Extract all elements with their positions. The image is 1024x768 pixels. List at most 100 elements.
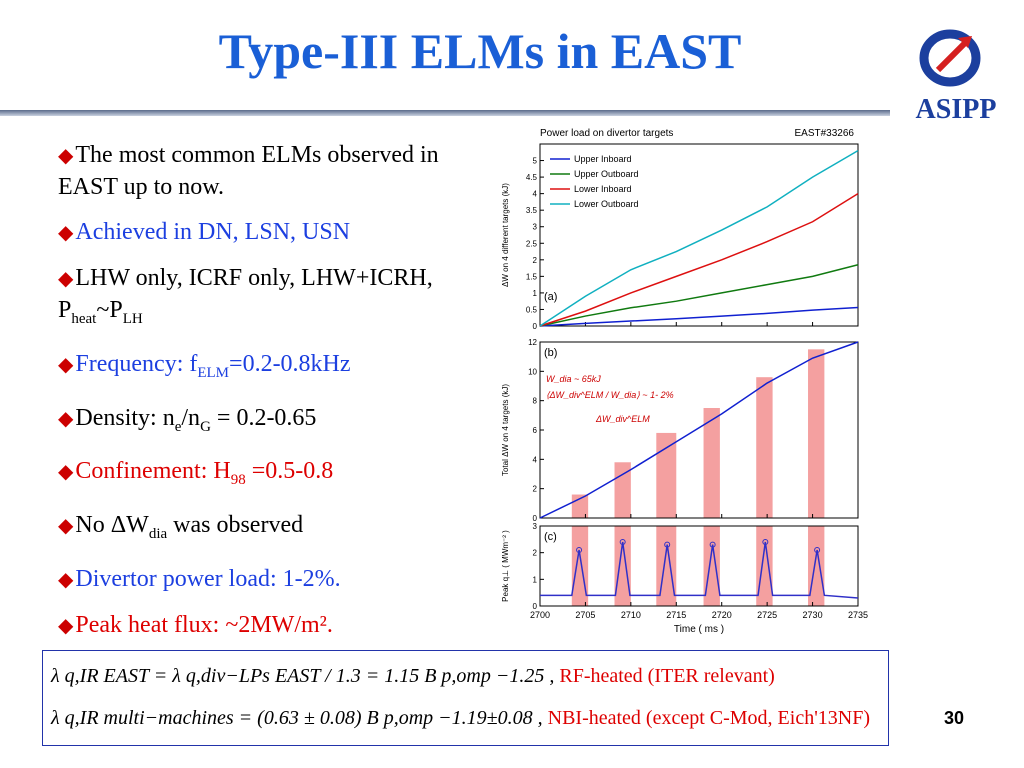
formula-line-1: λ q,IR EAST = λ q,div−LPs EAST / 1.3 = 1… (51, 665, 775, 688)
bullet-item: ◆Confinement: H98 =0.5-0.8 (58, 458, 334, 489)
y-tick-label: 0 (533, 602, 538, 611)
formula-line-2: λ q,IR multi−machines = (0.63 ± 0.08) B … (51, 707, 870, 730)
divertor-power-chart: Power load on divertor targets EAST#33266… (496, 126, 868, 642)
bullet-item: ◆LHW only, ICRF only, LHW+ICRH, Pheat~PL… (58, 265, 433, 327)
x-tick-label: 2720 (712, 610, 732, 620)
y-tick-label: 1.5 (526, 272, 538, 281)
legend-entry: Upper Outboard (574, 169, 639, 179)
diamond-bullet-icon: ◆ (58, 145, 74, 167)
y-tick-label: 3 (533, 522, 538, 531)
panel-label: (b) (544, 347, 557, 359)
x-tick-label: 2715 (666, 610, 686, 620)
annotation-wdia: W_dia ~ 65kJ (546, 374, 601, 384)
y-tick-label: 0 (533, 514, 538, 523)
peak-point (664, 541, 671, 548)
y-tick-label: 3 (533, 223, 538, 232)
chart-title: Power load on divertor targets (540, 128, 673, 139)
y-tick-label: 2 (533, 256, 538, 265)
diamond-bullet-icon: ◆ (58, 268, 74, 290)
page-number: 30 (944, 708, 965, 728)
panel-frame (539, 143, 859, 327)
peak-point (709, 541, 716, 548)
y-tick-label: 8 (533, 397, 538, 406)
diamond-bullet-icon: ◆ (58, 461, 74, 484)
scaling-formula-box: λ q,IR EAST = λ q,div−LPs EAST / 1.3 = 1… (42, 650, 889, 746)
series-line (539, 341, 859, 519)
elm-bar (614, 526, 631, 606)
y-tick-label: 1 (533, 289, 538, 298)
x-tick-label: 2730 (803, 610, 823, 620)
panel-label: (a) (544, 291, 557, 303)
slide-title: Type-III ELMs in EAST (218, 23, 742, 79)
y-tick-label: 6 (533, 426, 538, 435)
diamond-bullet-icon: ◆ (58, 353, 74, 376)
y-tick-label: 0.5 (526, 305, 538, 314)
diamond-bullet-icon: ◆ (58, 515, 74, 538)
bullet-item: ◆The most common ELMs observed in EAST u… (58, 142, 439, 200)
logo-text: ASIPP (915, 94, 997, 125)
legend-entry: Upper Inboard (574, 154, 632, 164)
legend-entry: Lower Inboard (574, 184, 632, 194)
chart-svg: Power load on divertor targets EAST#33266… (501, 128, 868, 635)
formula-1-note: RF-heated (ITER relevant) (559, 665, 775, 687)
peak-point (576, 547, 583, 553)
formula-2-note: NBI-heated (except C-Mod, Eich'13NF) (547, 707, 871, 729)
x-tick-label: 2725 (757, 610, 777, 620)
elm-bar (703, 408, 720, 518)
legend-entry: Lower Outboard (574, 199, 639, 209)
series-line (539, 192, 859, 327)
y-tick-label: 4 (533, 455, 538, 464)
y-tick-label: 4.5 (526, 173, 538, 182)
peak-point (619, 539, 626, 545)
annotation-ratio: ⟨ΔW_div^ELM / W_dia⟩ ~ 1- 2% (546, 390, 674, 400)
y-tick-label: 4 (533, 190, 538, 199)
elm-bar (756, 377, 773, 518)
bullet-item: ◆Divertor power load: 1-2%. (58, 565, 341, 592)
x-tick-label: 2700 (530, 610, 550, 620)
y-tick-label: 2 (533, 549, 538, 558)
y-tick-label: 12 (528, 338, 537, 347)
x-tick-label: 2705 (575, 610, 595, 620)
elm-bar (808, 526, 825, 606)
diamond-bullet-icon: ◆ (58, 222, 74, 244)
x-axis-label: Time ( ms ) (674, 624, 724, 635)
diamond-bullet-icon: ◆ (58, 568, 74, 591)
series-line (539, 149, 859, 327)
title-divider (0, 110, 890, 116)
bullet-item: ◆Density: ne/nG = 0.2-0.65 (58, 404, 317, 435)
y-axis-label: Total ΔW on 4 targets (kJ) (501, 384, 510, 476)
x-tick-label: 2710 (621, 610, 641, 620)
elm-bar (703, 526, 720, 606)
y-tick-label: 2.5 (526, 239, 538, 248)
bullet-item: ◆Frequency: fELM=0.2-0.8kHz (58, 350, 351, 381)
peak-point (814, 547, 821, 553)
y-tick-label: 0 (533, 322, 538, 331)
diamond-bullet-icon: ◆ (58, 407, 74, 430)
peak-point (762, 539, 769, 545)
y-tick-label: 2 (533, 485, 538, 494)
elm-bar (756, 526, 773, 606)
elm-bar (571, 526, 589, 606)
series-line (539, 264, 859, 327)
y-tick-label: 5 (533, 157, 538, 166)
y-tick-label: 3.5 (526, 206, 538, 215)
y-tick-label: 1 (533, 575, 538, 584)
panel-frame (539, 525, 859, 607)
formula-2-expression: λ q,IR multi−machines = (0.63 ± 0.08) B … (51, 707, 543, 729)
y-tick-label: 10 (528, 367, 537, 376)
bullet-item: ◆Achieved in DN, LSN, USN (58, 219, 351, 245)
bullet-item: ◆Peak heat flux: ~2MW/m². (58, 611, 333, 638)
elm-bar (656, 432, 677, 518)
chart-shot-number: EAST#33266 (795, 128, 855, 139)
annotation-delta-w: ΔW_div^ELM (595, 414, 650, 424)
elm-bar (656, 526, 677, 606)
series-line (540, 541, 859, 599)
bullet-item: ◆No ΔWdia was observed (58, 512, 304, 542)
diamond-bullet-icon: ◆ (58, 614, 74, 637)
y-axis-label: ΔW on 4 different targets (kJ) (501, 183, 510, 287)
x-tick-label: 2735 (848, 610, 868, 620)
y-axis-label: Peak q⊥ ( MWm⁻² ) (501, 530, 510, 602)
bullet-list: ◆The most common ELMs observed in EAST u… (58, 140, 498, 656)
series-line (539, 306, 859, 327)
elm-bar (808, 349, 825, 518)
